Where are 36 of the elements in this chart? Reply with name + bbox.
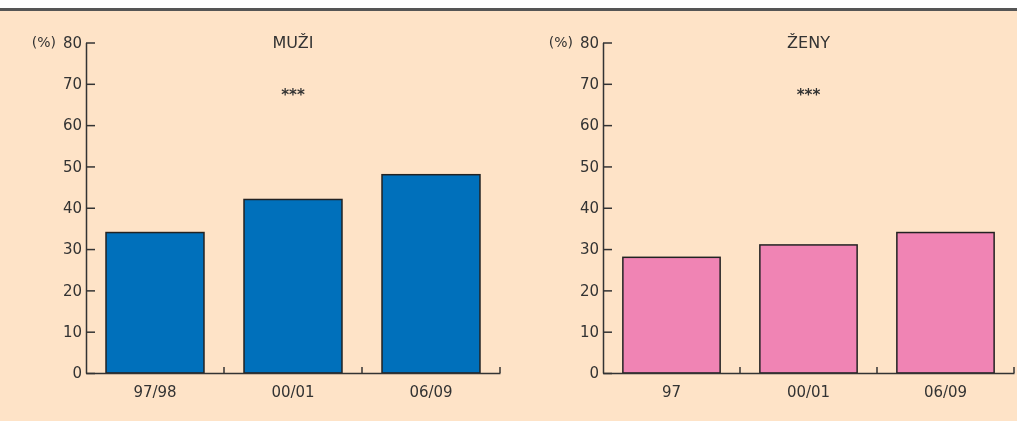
- y-tick-label: 70: [62, 75, 82, 94]
- x-tick-label: 97/98: [133, 383, 177, 401]
- y-tick-label: 0: [589, 364, 599, 383]
- y-tick-label: 50: [579, 157, 599, 176]
- bar: [105, 231, 205, 374]
- chart-title: ŽENY: [787, 33, 831, 53]
- y-tick-label: 10: [579, 322, 599, 341]
- y-tick-label: 20: [62, 281, 82, 300]
- y-tick-label: 80: [579, 33, 599, 52]
- y-tick-label: 70: [579, 75, 599, 94]
- x-tick-label: 00/01: [786, 383, 831, 401]
- annotation: ***: [281, 86, 305, 104]
- x-tick-label: 97: [661, 383, 682, 401]
- y-tick-label: 20: [579, 281, 599, 300]
- y-axis-title: (%): [548, 33, 573, 50]
- y-tick-label: 40: [62, 199, 82, 218]
- bar: [243, 198, 343, 374]
- y-tick-label: 0: [72, 364, 82, 383]
- y-axis-title: (%): [31, 33, 56, 50]
- x-tick-label: 06/09: [923, 383, 968, 401]
- y-tick-label: 30: [62, 240, 82, 259]
- bar: [381, 173, 481, 374]
- y-tick-label: 80: [62, 33, 82, 52]
- y-tick-label: 50: [62, 157, 82, 176]
- bar: [622, 256, 721, 374]
- bar: [759, 244, 858, 374]
- y-tick-label: 40: [579, 199, 599, 218]
- annotation: ***: [796, 86, 821, 104]
- x-tick-label: 06/09: [409, 383, 453, 401]
- chart-title: MUŽI: [272, 33, 314, 53]
- y-tick-label: 10: [62, 322, 82, 341]
- bar: [896, 231, 995, 374]
- y-tick-label: 60: [579, 116, 599, 135]
- y-tick-label: 30: [579, 240, 599, 259]
- x-tick-label: 00/01: [271, 383, 315, 401]
- y-tick-label: 60: [62, 116, 82, 135]
